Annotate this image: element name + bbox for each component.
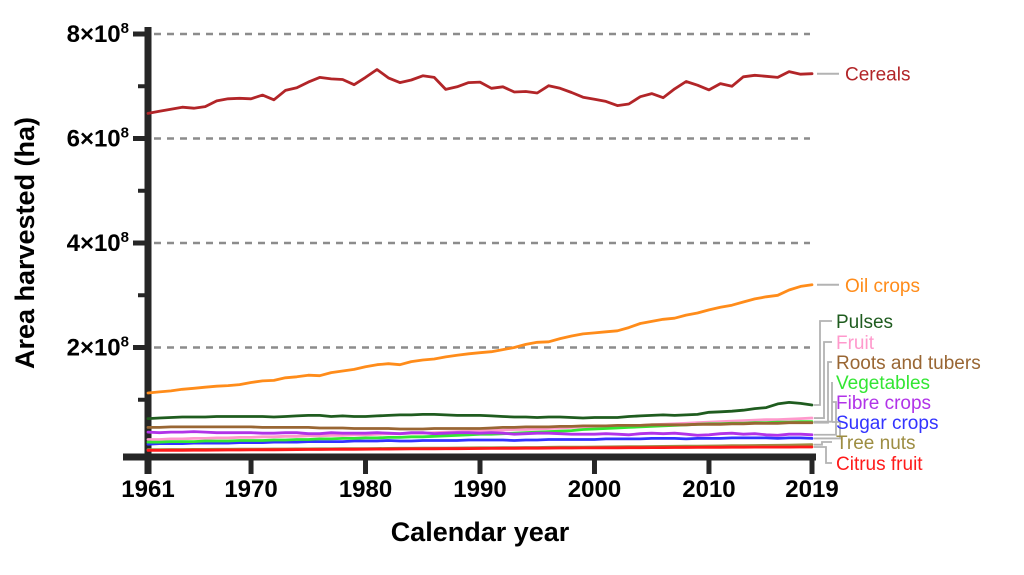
series-line-sugar-crops xyxy=(146,436,814,446)
leader-sugar-crops xyxy=(814,421,841,440)
series-line-roots-and-tubers xyxy=(146,421,814,431)
y-tick-label: 6×108 xyxy=(67,125,129,153)
series-line-cereals xyxy=(146,68,814,115)
leader-citrus-fruit xyxy=(814,446,832,464)
series-lines xyxy=(146,68,814,452)
series-line-fruit xyxy=(146,416,814,441)
series-label-sugar-crops: Sugar crops xyxy=(836,413,938,434)
x-tick-label: 2000 xyxy=(568,476,621,503)
series-label-vegetables: Vegetables xyxy=(836,373,930,394)
leader-vegetables xyxy=(814,382,833,423)
x-tick-label: 1980 xyxy=(339,476,392,503)
leader-tree-nuts xyxy=(814,441,832,446)
series-line-citrus-fruit xyxy=(146,445,814,452)
series-label-pulses: Pulses xyxy=(836,312,893,333)
x-axis-title: Calendar year xyxy=(391,517,570,547)
series-label-cereals: Cereals xyxy=(845,65,910,86)
x-tick-label: 1970 xyxy=(224,476,277,503)
series-label-oil-crops: Oil crops xyxy=(845,276,920,297)
leader-fibre-crops xyxy=(814,401,837,436)
y-tick-label: 4×108 xyxy=(67,229,129,257)
x-tick-label: 1961 xyxy=(121,476,174,503)
leader-fruit xyxy=(814,341,832,419)
series-label-fruit: Fruit xyxy=(836,333,875,354)
gridlines xyxy=(154,32,810,349)
leader-roots-and-tubers xyxy=(814,361,832,424)
series-label-roots-and-tubers: Roots and tubers xyxy=(836,353,981,374)
x-tick-label: 2019 xyxy=(785,476,838,503)
series-label-citrus-fruit: Citrus fruit xyxy=(836,454,923,475)
axes: 2×108 4×108 6×108 8×108 1961 1970 1980 1990 2000… xyxy=(10,20,839,547)
y-tick-label: 2×108 xyxy=(67,334,129,362)
leader-pulses xyxy=(814,320,832,406)
series-label-fibre-crops: Fibre crops xyxy=(836,393,931,414)
series-line-pulses xyxy=(146,400,814,421)
y-axis-title: Area harvested (ha) xyxy=(10,117,40,369)
y-tick-label: 8×108 xyxy=(67,20,129,48)
series-line-fibre-crops xyxy=(146,430,814,437)
series-label-tree-nuts: Tree nuts xyxy=(836,433,916,454)
x-tick-label: 1990 xyxy=(453,476,506,503)
x-tick-label: 2010 xyxy=(682,476,735,503)
series-line-oil-crops xyxy=(146,283,814,395)
